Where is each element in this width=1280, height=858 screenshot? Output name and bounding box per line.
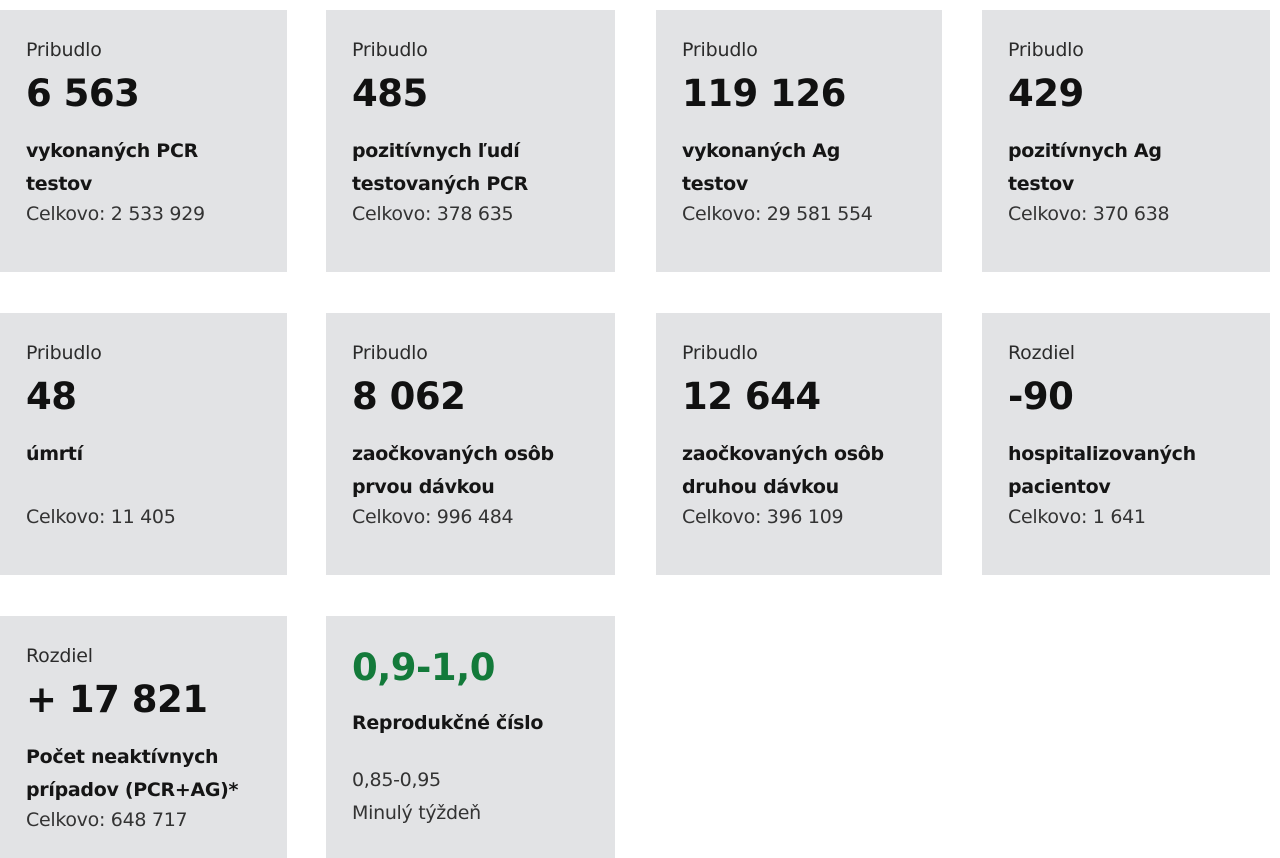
stat-card-reproduction-number: 0,9-1,0 Reprodukčné číslo 0,85-0,95 Minu… [326, 616, 615, 858]
card-label: Pribudlo [26, 342, 102, 364]
card-description: vykonaných Ag testov [682, 140, 841, 195]
card-value: -90 [1008, 375, 1074, 418]
stat-card-hospitalized: Rozdiel -90 hospitalizovaných pacientov … [982, 313, 1270, 575]
reproduction-previous-value: 0,85-0,95 [352, 769, 441, 791]
card-description: vykonaných PCR testov [26, 140, 198, 195]
card-label: Pribudlo [682, 39, 758, 61]
stat-card-pcr-tests: Pribudlo 6 563 vykonaných PCR testov Cel… [0, 10, 287, 272]
stat-card-ag-tests: Pribudlo 119 126 vykonaných Ag testov Ce… [656, 10, 942, 272]
stat-card-ag-positive: Pribudlo 429 pozitívnych Ag testov Celko… [982, 10, 1270, 272]
card-total: Celkovo: 29 581 554 [682, 203, 873, 225]
stat-card-vaccinated-second: Pribudlo 12 644 zaočkovaných osôb druhou… [656, 313, 942, 575]
card-label: Pribudlo [352, 39, 428, 61]
stat-card-pcr-positive: Pribudlo 485 pozitívnych ľudí testovanýc… [326, 10, 615, 272]
card-description: Počet neaktívnych prípadov (PCR+AG)* [26, 746, 239, 801]
stat-card-inactive-cases: Rozdiel + 17 821 Počet neaktívnych prípa… [0, 616, 287, 858]
card-label: Rozdiel [26, 645, 93, 667]
card-label: Pribudlo [352, 342, 428, 364]
card-description: pozitívnych Ag testov [1008, 140, 1162, 195]
card-description: zaočkovaných osôb prvou dávkou [352, 443, 554, 498]
reproduction-value: 0,9-1,0 [352, 646, 495, 689]
card-label: Rozdiel [1008, 342, 1075, 364]
reproduction-title: Reprodukčné číslo [352, 712, 544, 734]
card-value: + 17 821 [26, 678, 208, 721]
card-total: Celkovo: 378 635 [352, 203, 514, 225]
card-description: úmrtí [26, 443, 83, 465]
card-total: Celkovo: 370 638 [1008, 203, 1170, 225]
card-value: 6 563 [26, 72, 140, 115]
card-label: Pribudlo [682, 342, 758, 364]
card-value: 12 644 [682, 375, 821, 418]
card-description: pozitívnych ľudí testovaných PCR [352, 140, 528, 195]
card-value: 8 062 [352, 375, 466, 418]
card-total: Celkovo: 396 109 [682, 506, 844, 528]
card-label: Pribudlo [26, 39, 102, 61]
stat-card-vaccinated-first: Pribudlo 8 062 zaočkovaných osôb prvou d… [326, 313, 615, 575]
stat-card-deaths: Pribudlo 48 úmrtí Celkovo: 11 405 [0, 313, 287, 575]
card-total: Celkovo: 2 533 929 [26, 203, 205, 225]
card-description: zaočkovaných osôb druhou dávkou [682, 443, 884, 498]
reproduction-previous-label: Minulý týždeň [352, 802, 481, 824]
card-value: 429 [1008, 72, 1084, 115]
card-total: Celkovo: 648 717 [26, 809, 188, 831]
card-label: Pribudlo [1008, 39, 1084, 61]
card-total: Celkovo: 996 484 [352, 506, 514, 528]
card-value: 119 126 [682, 72, 846, 115]
card-total: Celkovo: 1 641 [1008, 506, 1146, 528]
card-total: Celkovo: 11 405 [26, 506, 176, 528]
card-value: 48 [26, 375, 77, 418]
card-value: 485 [352, 72, 428, 115]
card-description: hospitalizovaných pacientov [1008, 443, 1196, 498]
